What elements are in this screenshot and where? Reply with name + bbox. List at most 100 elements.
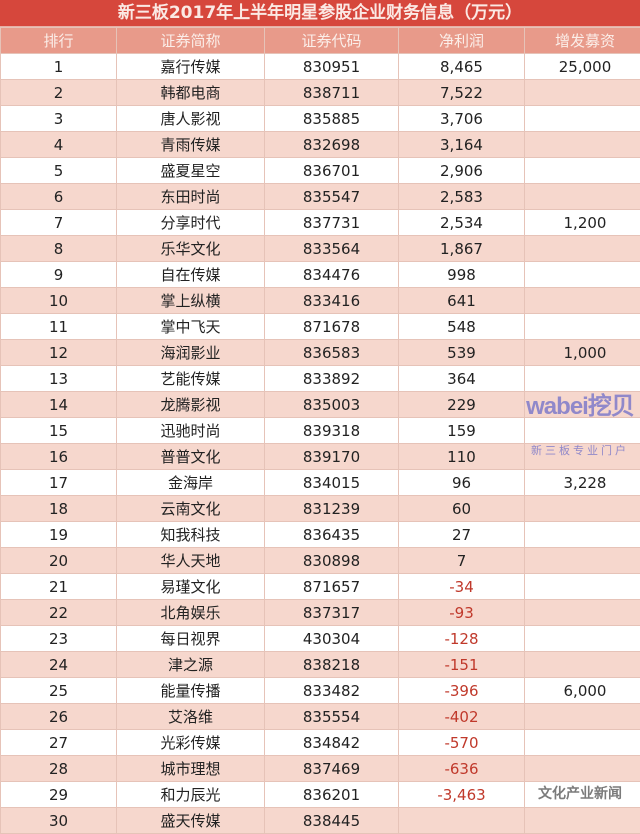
table-cell: 北角娱乐 <box>117 600 265 626</box>
watermark-tagline: 新三板专业门户 <box>522 444 638 458</box>
table-cell: 835554 <box>265 704 399 730</box>
table-cell: 自在传媒 <box>117 262 265 288</box>
table-cell: 29 <box>1 782 117 808</box>
table-cell: 833564 <box>265 236 399 262</box>
table-cell: 16 <box>1 444 117 470</box>
table-cell: 能量传播 <box>117 678 265 704</box>
table-cell: 和力辰光 <box>117 782 265 808</box>
table-cell: 159 <box>399 418 525 444</box>
table-cell: 东田时尚 <box>117 184 265 210</box>
table-cell: 嘉行传媒 <box>117 54 265 80</box>
table-cell: 364 <box>399 366 525 392</box>
table-cell: 110 <box>399 444 525 470</box>
table-cell: 229 <box>399 392 525 418</box>
table-cell: 3 <box>1 106 117 132</box>
table-cell <box>525 652 640 678</box>
table-cell: 7 <box>1 210 117 236</box>
table-cell: -570 <box>399 730 525 756</box>
table-cell <box>525 600 640 626</box>
table-cell: 7 <box>399 548 525 574</box>
table-cell: 迅驰时尚 <box>117 418 265 444</box>
table-cell <box>525 236 640 262</box>
table-cell: 27 <box>399 522 525 548</box>
table-cell: 海润影业 <box>117 340 265 366</box>
table-cell: 830951 <box>265 54 399 80</box>
table-cell: 836701 <box>265 158 399 184</box>
table-cell: 易瑾文化 <box>117 574 265 600</box>
table-cell: 641 <box>399 288 525 314</box>
table-cell: 3,164 <box>399 132 525 158</box>
table-cell: 掌上纵横 <box>117 288 265 314</box>
table-cell: 1,867 <box>399 236 525 262</box>
table-cell: 云南文化 <box>117 496 265 522</box>
table-cell: 835547 <box>265 184 399 210</box>
table-cell: 12 <box>1 340 117 366</box>
table-cell: 839170 <box>265 444 399 470</box>
table-cell: 14 <box>1 392 117 418</box>
table-cell: 20 <box>1 548 117 574</box>
table-cell: 艺能传媒 <box>117 366 265 392</box>
table-cell <box>525 314 640 340</box>
table-cell: 430304 <box>265 626 399 652</box>
table-cell <box>525 522 640 548</box>
table-cell: 839318 <box>265 418 399 444</box>
table-cell: -3,463 <box>399 782 525 808</box>
table-cell: 24 <box>1 652 117 678</box>
table-cell: 871657 <box>265 574 399 600</box>
table-cell: 3,228 <box>525 470 640 496</box>
table-cell: 837731 <box>265 210 399 236</box>
table-cell: 金海岸 <box>117 470 265 496</box>
table-cell: 盛夏星空 <box>117 158 265 184</box>
table-cell: 分享时代 <box>117 210 265 236</box>
table-cell: 唐人影视 <box>117 106 265 132</box>
table-cell: 838711 <box>265 80 399 106</box>
table-cell <box>525 418 640 444</box>
table-cell <box>399 808 525 834</box>
table-cell: 华人天地 <box>117 548 265 574</box>
table-cell: 833482 <box>265 678 399 704</box>
table-cell: 4 <box>1 132 117 158</box>
column-header: 增发募资 <box>525 28 640 54</box>
table-cell: 龙腾影视 <box>117 392 265 418</box>
table-cell: 836435 <box>265 522 399 548</box>
table-cell: 1 <box>1 54 117 80</box>
table-cell: 836583 <box>265 340 399 366</box>
table-cell <box>525 808 640 834</box>
table-cell: -151 <box>399 652 525 678</box>
table-cell: 6,000 <box>525 678 640 704</box>
table-cell: 833892 <box>265 366 399 392</box>
table-cell <box>525 158 640 184</box>
table-title: 新三板2017年上半年明星参股企业财务信息（万元） <box>0 0 640 27</box>
table-cell: 2,534 <box>399 210 525 236</box>
table-cell <box>525 626 640 652</box>
table-cell: 17 <box>1 470 117 496</box>
table-cell: 6 <box>1 184 117 210</box>
table-cell: 7,522 <box>399 80 525 106</box>
column-header: 净利润 <box>399 28 525 54</box>
table-cell: 871678 <box>265 314 399 340</box>
table-cell: 834476 <box>265 262 399 288</box>
table-cell: 539 <box>399 340 525 366</box>
table-cell: 普普文化 <box>117 444 265 470</box>
column-header: 排行 <box>1 28 117 54</box>
table-cell <box>525 262 640 288</box>
wabei-watermark-logo: wabei挖贝 <box>522 393 638 421</box>
table-cell: 830898 <box>265 548 399 574</box>
